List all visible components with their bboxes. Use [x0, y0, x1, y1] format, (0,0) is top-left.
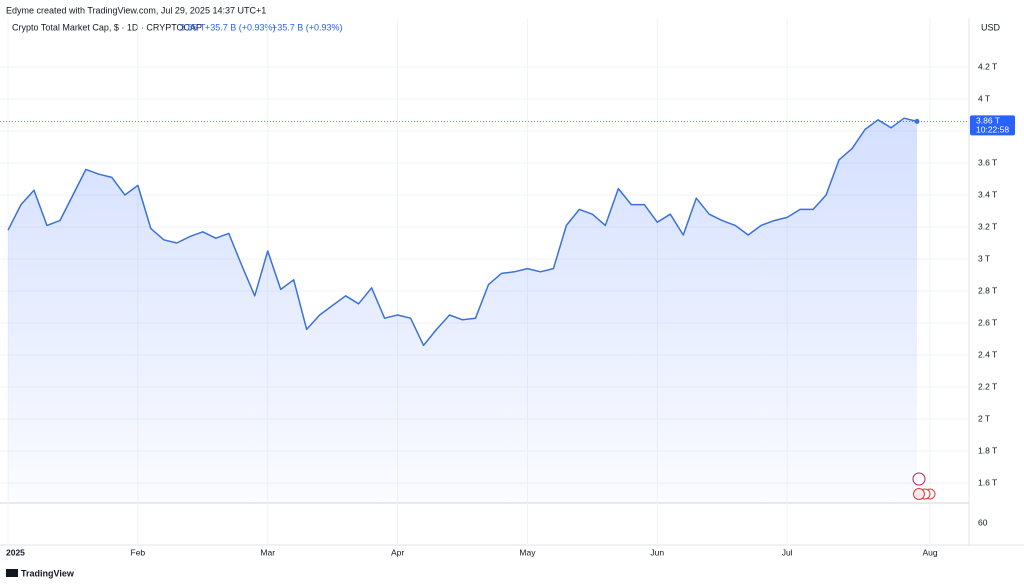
y-tick-label: 1.6 T	[978, 477, 997, 487]
y-tick-label: 2.2 T	[978, 381, 997, 391]
volume-axis-label: 60	[978, 517, 988, 527]
price-tag-label: 3.86 T	[976, 116, 1000, 126]
x-tick-label: Mar	[260, 547, 275, 557]
event-icon	[912, 472, 926, 486]
footer: TradingView	[6, 568, 75, 578]
price-tag	[970, 115, 1015, 136]
change: +35.7 B (+0.93%)	[205, 22, 276, 32]
x-tick-label: Jul	[782, 547, 793, 557]
x-tick-label: 2025	[6, 547, 25, 557]
y-tick-label: 1.8 T	[978, 445, 997, 455]
y-tick-label: 4.2 T	[978, 61, 997, 71]
countdown: 10:22:58	[976, 125, 1009, 135]
x-tick-label: Feb	[131, 547, 146, 557]
events	[912, 472, 936, 500]
x-tick-label: May	[519, 547, 536, 557]
brand: TradingView	[21, 568, 75, 578]
currency: USD	[981, 22, 1001, 32]
y-tick-label: 3.2 T	[978, 221, 997, 231]
y-tick-label: 2 T	[978, 413, 990, 423]
x-tick-label: Aug	[922, 547, 937, 557]
price-line	[7, 117, 918, 347]
attribution: Edyme created with TradingView.com, Jul …	[6, 5, 266, 15]
y-tick-label: 3.6 T	[978, 157, 997, 167]
y-tick-label: 3.4 T	[978, 189, 997, 199]
x-tick-label: Jun	[650, 547, 664, 557]
y-tick-label: 3 T	[978, 253, 990, 263]
last-price: 3.86 T	[180, 22, 206, 32]
change: +35.7 B (+0.93%)	[272, 22, 343, 32]
last-point	[914, 118, 920, 124]
event-icon	[913, 488, 925, 500]
y-tick-label: 2.4 T	[978, 349, 997, 359]
y-tick-label: 2.8 T	[978, 285, 997, 295]
y-tick-label: 4 T	[978, 93, 990, 103]
y-tick-label: 2.6 T	[978, 317, 997, 327]
symbol-title: Crypto Total Market Cap, $ · 1D · CRYPTO…	[12, 22, 202, 32]
area-fill	[8, 118, 918, 503]
logo	[6, 569, 18, 577]
x-tick-label: Apr	[391, 547, 404, 557]
